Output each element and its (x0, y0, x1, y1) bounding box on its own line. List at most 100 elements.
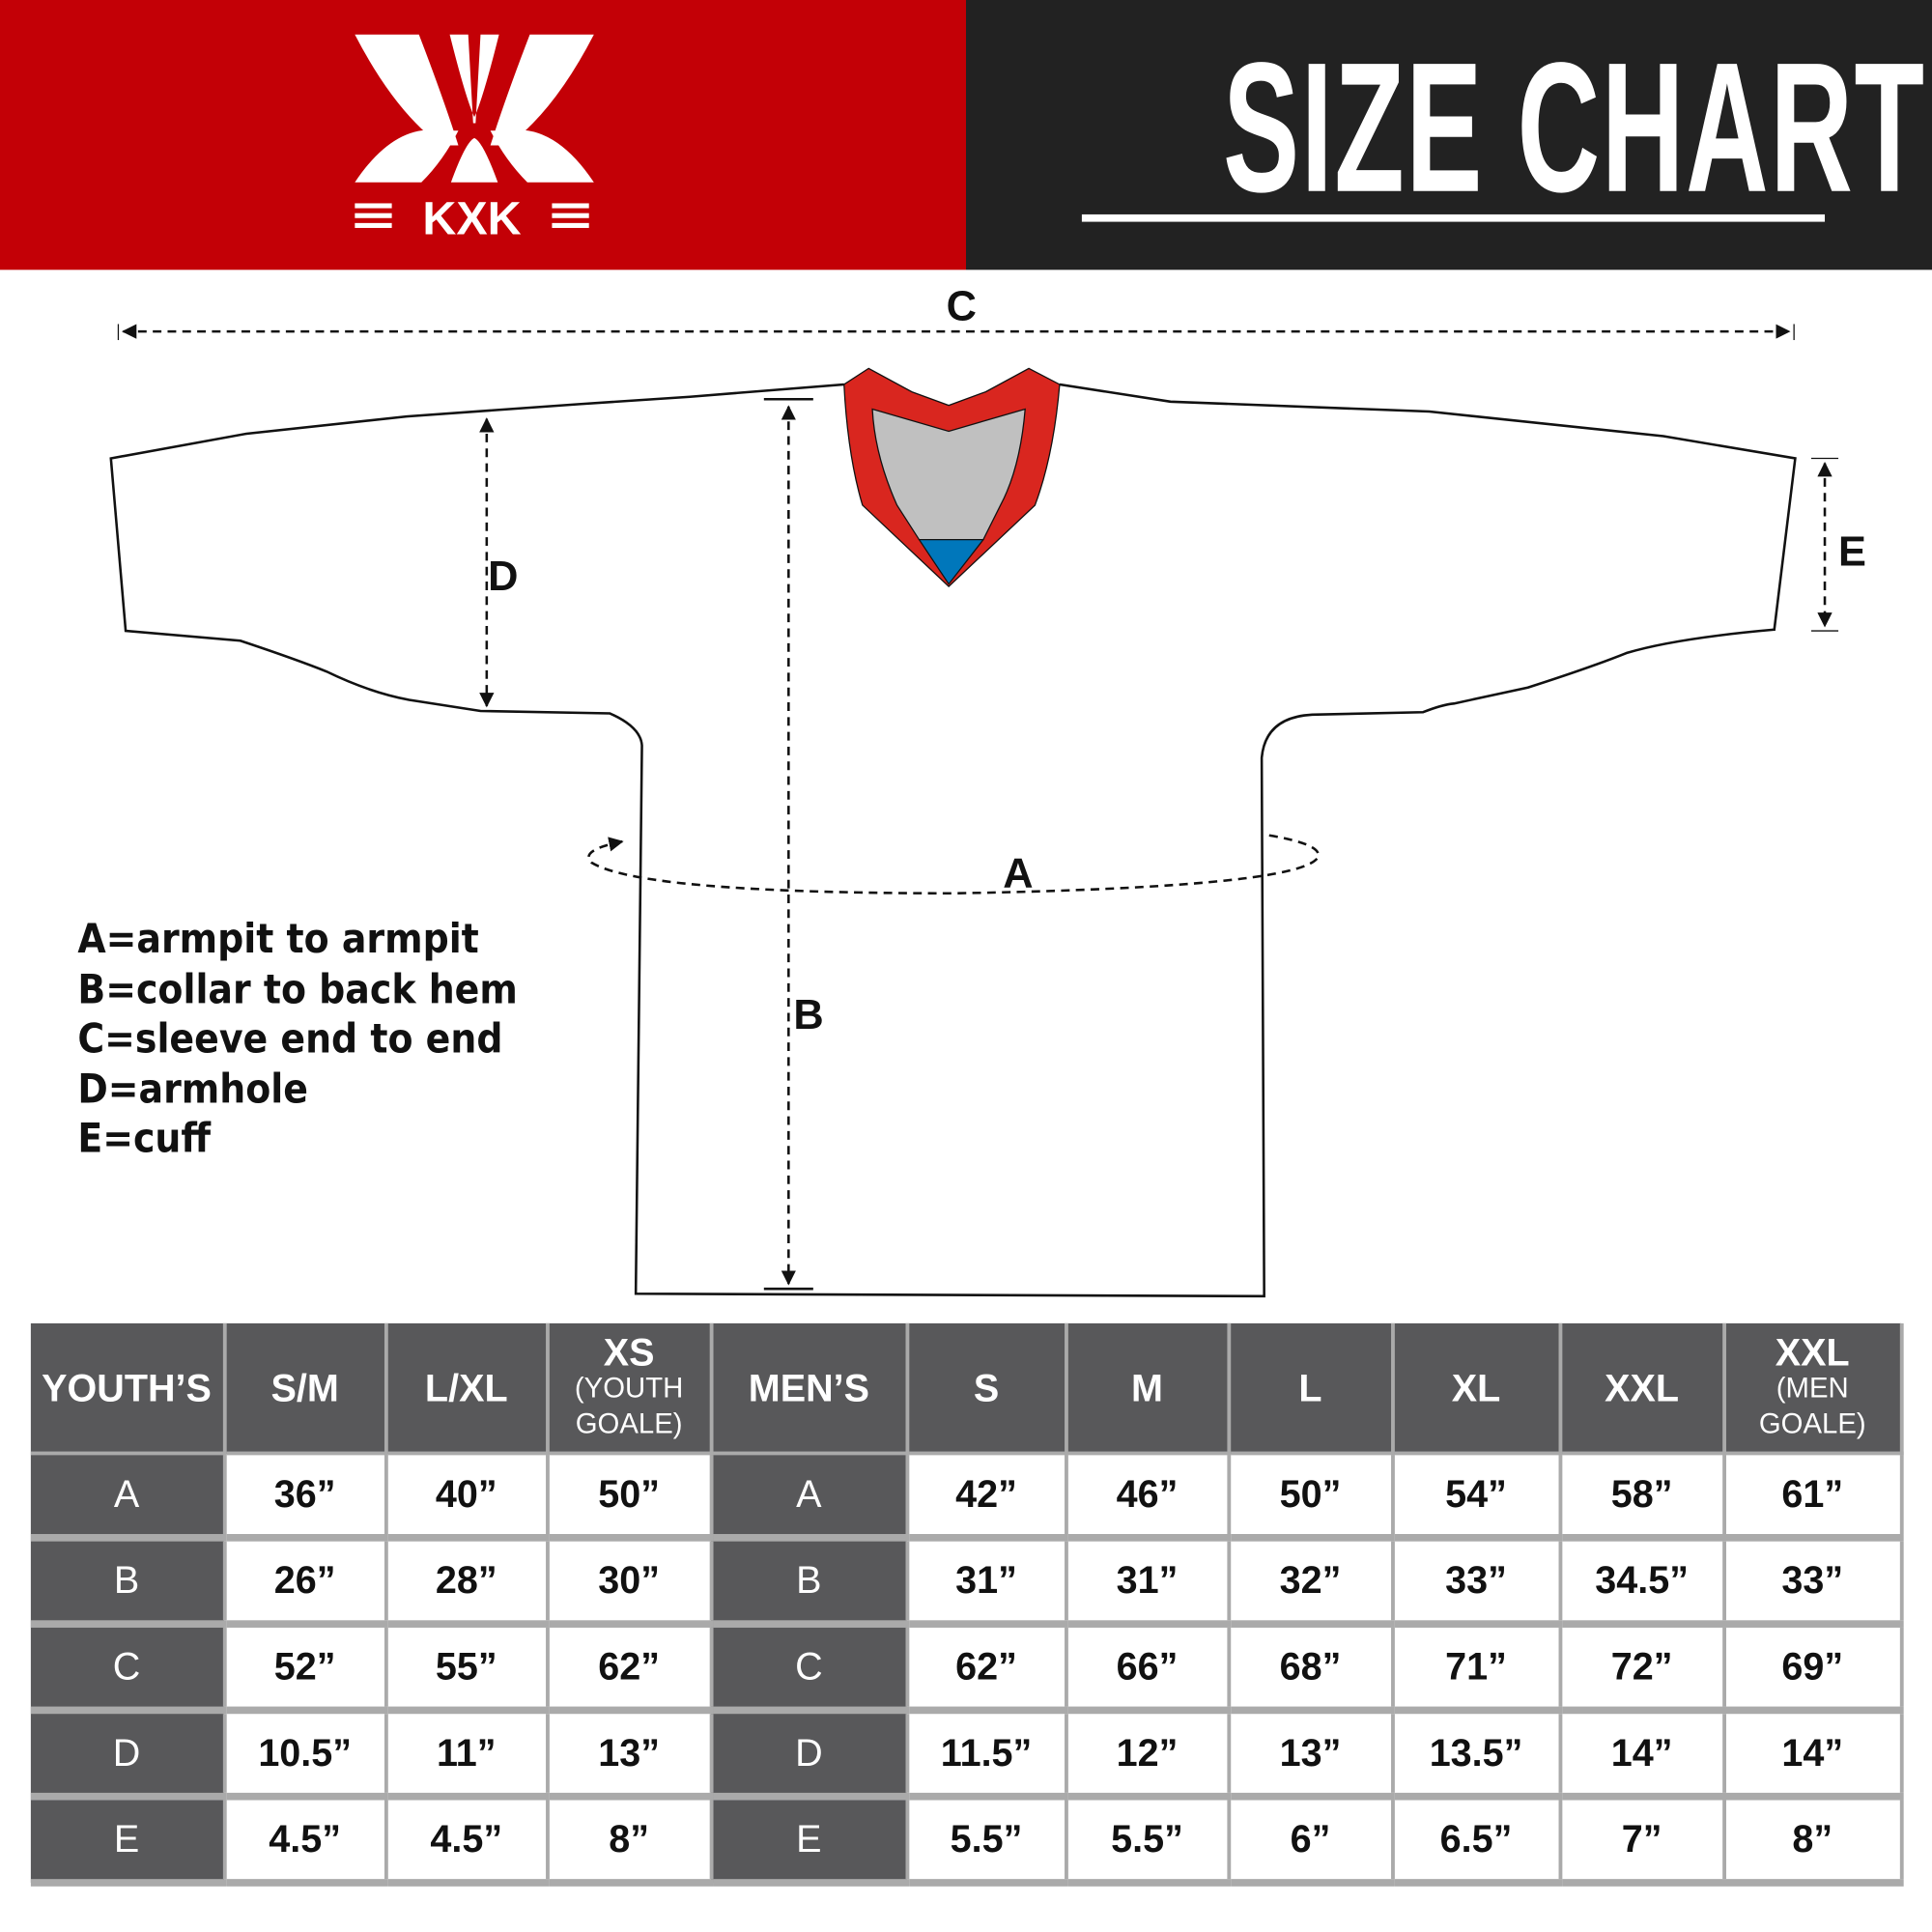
table-cell: 50” (547, 1453, 713, 1542)
table-cell: 31” (1065, 1537, 1231, 1628)
table-cell: 8” (1723, 1796, 1904, 1887)
logo-text: KXK (422, 192, 521, 244)
row-label: D (710, 1710, 909, 1801)
column-header-label: XXL (1775, 1329, 1850, 1374)
label-c: C (946, 283, 977, 330)
row-label: E (710, 1796, 909, 1887)
table-cell: 32” (1228, 1537, 1395, 1628)
label-a: A (1003, 850, 1034, 897)
column-header-label: XS (603, 1329, 655, 1374)
legend-item: E=cuff (77, 1114, 212, 1162)
label-e: E (1838, 528, 1866, 576)
column-header-label: S/M (270, 1365, 339, 1409)
size-table: YOUTH’S S/M L/XL XS (YOUTH GOALE) MEN’S S M L XL X… (30, 1322, 1904, 1887)
table-cell: 40” (385, 1453, 550, 1542)
column-header: S/M (224, 1322, 388, 1456)
table-cell: 6.5” (1392, 1796, 1562, 1887)
measure-a-line (587, 834, 1321, 895)
measurement-legend: A=armpit to armpit B=collar to back hem … (77, 914, 517, 1163)
jersey-outline (109, 383, 1797, 1298)
table-cell: 36” (224, 1453, 388, 1542)
table-cell: 13.5” (1392, 1710, 1562, 1801)
table-cell: 62” (906, 1624, 1068, 1715)
collar-tag (918, 539, 985, 585)
table-row: D 10.5” 11” 13” D 11.5” 12” 13” 13.5” 14” 14” (30, 1710, 1904, 1801)
table-cell: 68” (1228, 1624, 1395, 1715)
table-cell: 8” (547, 1796, 713, 1887)
table-row: A 36” 40” 50” A 42” 46” 50” 54” 58” 61” (30, 1453, 1904, 1542)
column-header: L (1228, 1322, 1395, 1456)
title-banner (965, 0, 1932, 270)
table-cell: 14” (1559, 1710, 1726, 1801)
legend-item: D=armhole (77, 1064, 308, 1113)
table-cell: 11.5” (906, 1710, 1068, 1801)
table-row: C 52” 55” 62” C 62” 66” 68” 71” 72” 69” (30, 1624, 1904, 1715)
table-cell: 31” (906, 1537, 1068, 1628)
table-cell: 7” (1559, 1796, 1726, 1887)
table-row: E 4.5” 4.5” 8” E 5.5” 5.5” 6” 6.5” 7” 8” (30, 1796, 1904, 1887)
table-cell: 69” (1723, 1624, 1904, 1715)
table-header-row: YOUTH’S S/M L/XL XS (YOUTH GOALE) MEN’S S M L XL X… (30, 1322, 1904, 1456)
table-cell: 13” (1228, 1710, 1395, 1801)
jersey-diagram (109, 324, 1839, 1298)
table-cell: 28” (385, 1537, 550, 1628)
row-label: E (30, 1796, 227, 1887)
column-header-sublabel: (MEN GOALE) (1758, 1371, 1866, 1439)
column-header: M (1065, 1322, 1231, 1456)
table-cell: 62” (547, 1624, 713, 1715)
column-header: L/XL (385, 1322, 550, 1456)
table-cell: 30” (547, 1537, 713, 1628)
column-header: XXL (MEN GOALE) (1723, 1322, 1904, 1456)
table-cell: 33” (1723, 1537, 1904, 1628)
column-header-label: XL (1451, 1365, 1501, 1409)
table-cell: 34.5” (1559, 1537, 1726, 1628)
row-label: C (30, 1624, 227, 1715)
table-cell: 33” (1392, 1537, 1562, 1628)
table-cell: 12” (1065, 1710, 1231, 1801)
legend-item: C=sleeve end to end (77, 1013, 503, 1063)
column-header: XS (YOUTH GOALE) (547, 1322, 713, 1456)
legend-item: B=collar to back hem (77, 964, 518, 1012)
table-cell: 10.5” (224, 1710, 388, 1801)
table-cell: 58” (1559, 1453, 1726, 1542)
table-cell: 66” (1065, 1624, 1231, 1715)
column-header-label: S (973, 1365, 1000, 1409)
row-label: A (710, 1453, 909, 1542)
table-cell: 50” (1228, 1453, 1395, 1542)
table-cell: 42” (906, 1453, 1068, 1542)
row-label: B (710, 1537, 909, 1628)
column-header-label: L (1298, 1365, 1322, 1409)
row-label: C (710, 1624, 909, 1715)
table-cell: 14” (1723, 1710, 1904, 1801)
table-cell: 11” (385, 1710, 550, 1801)
table-cell: 71” (1392, 1624, 1562, 1715)
table-cell: 5.5” (1065, 1796, 1231, 1887)
column-header-label: YOUTH’S (42, 1365, 212, 1409)
table-cell: 72” (1559, 1624, 1726, 1715)
column-header-label: MEN’S (748, 1365, 869, 1409)
table-cell: 52” (224, 1624, 388, 1715)
table-cell: 13” (547, 1710, 713, 1801)
collar-inner (871, 408, 1026, 541)
label-d: D (488, 553, 519, 601)
column-header: YOUTH’S (30, 1322, 227, 1456)
column-header-label: XXL (1605, 1365, 1680, 1409)
row-label: A (30, 1453, 227, 1542)
kxk-logo: KXK (355, 34, 594, 244)
label-b: B (793, 991, 824, 1039)
table-cell: 55” (385, 1624, 550, 1715)
table-cell: 5.5” (906, 1796, 1068, 1887)
table-cell: 6” (1228, 1796, 1395, 1887)
table-cell: 46” (1065, 1453, 1231, 1542)
column-header: XXL (1559, 1322, 1726, 1456)
column-header: S (906, 1322, 1068, 1456)
column-header-label: L/XL (424, 1365, 508, 1409)
table-cell: 4.5” (385, 1796, 550, 1887)
column-header: MEN’S (710, 1322, 909, 1456)
table-cell: 4.5” (224, 1796, 388, 1887)
column-header-sublabel: (YOUTH GOALE) (574, 1371, 684, 1439)
column-header-label: M (1131, 1365, 1163, 1409)
legend-item: A=armpit to armpit (77, 914, 479, 963)
title-underline (1081, 213, 1826, 222)
